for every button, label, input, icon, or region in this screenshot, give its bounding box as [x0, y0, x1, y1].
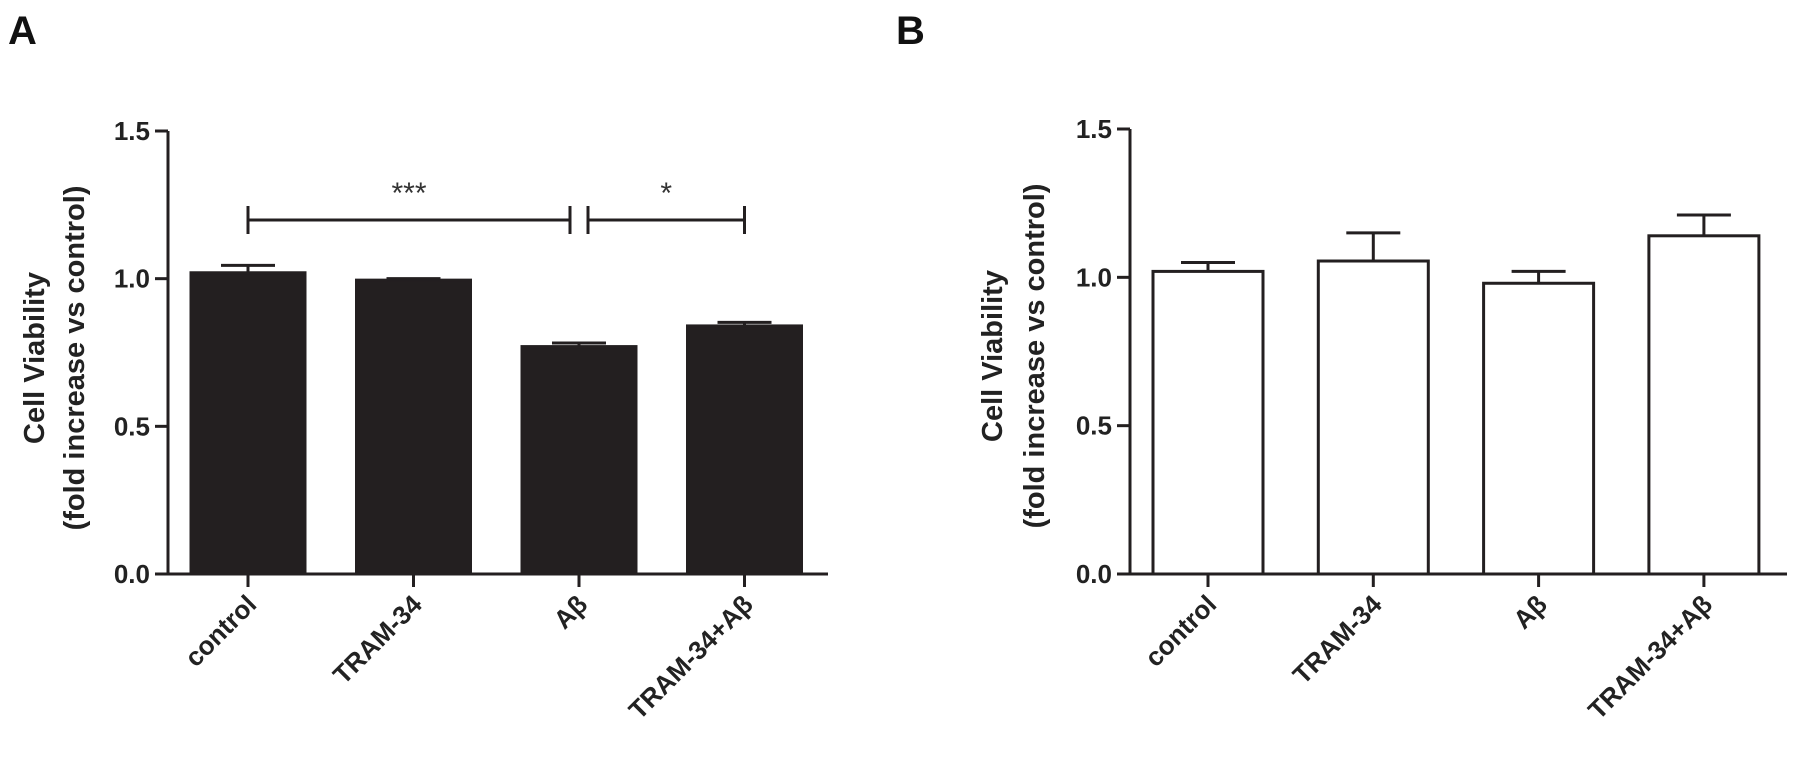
- panel-a-bar-3: [686, 324, 803, 576]
- panel-b-ylabel-line1: Cell Viability: [977, 270, 1009, 442]
- panel-b-bar-2: [1482, 281, 1596, 576]
- panel-b-category-label-0: control: [1139, 589, 1223, 673]
- panel-a-category-label-0: control: [179, 589, 263, 673]
- panel-a-sig-label-0: ***: [391, 177, 426, 210]
- panel-b-bar-0: [1151, 269, 1265, 576]
- panel-b-category-label-2: Aβ: [1507, 589, 1553, 635]
- panel-b-ytick-label-1: 0.5: [1076, 411, 1112, 441]
- panel-a-ytick-label-1: 0.5: [114, 411, 150, 441]
- panel-a-bar-0: [189, 271, 307, 576]
- panel-b: B Cell Viability (fold increase vs contr…: [896, 9, 1787, 725]
- panel-a-category-label-2: Aβ: [548, 589, 594, 635]
- panel-a-category-label-1: TRAM-34: [327, 589, 428, 690]
- panel-b-ytick-label-0: 0.0: [1076, 559, 1112, 589]
- panel-a-ytick-label-2: 1.0: [114, 264, 150, 294]
- panel-a-sig-label-1: *: [660, 177, 672, 210]
- panel-a-ylabel-line2: (fold increase vs control): [59, 186, 91, 531]
- panel-b-ytick-label-3: 1.5: [1076, 114, 1112, 144]
- panel-a-ylabel-line1: Cell Viability: [19, 272, 51, 444]
- panel-a-bar-2: [520, 345, 638, 576]
- panel-a: A Cell Viability (fold increase vs contr…: [8, 9, 828, 725]
- panel-b-category-label-1: TRAM-34: [1287, 589, 1388, 690]
- panel-b-letter: B: [896, 9, 925, 53]
- panel-b-bar-3: [1647, 234, 1761, 576]
- panel-a-bar-1: [355, 278, 472, 576]
- panel-a-letter: A: [8, 9, 37, 53]
- panel-b-ytick-label-2: 1.0: [1076, 262, 1112, 292]
- panel-a-ytick-label-0: 0.0: [114, 559, 150, 589]
- panel-a-ytick-label-3: 1.5: [114, 116, 150, 146]
- panel-a-category-label-3: TRAM-34+Aβ: [623, 589, 759, 725]
- panel-b-ylabel-line2: (fold increase vs control): [1019, 184, 1051, 529]
- panel-b-category-label-3: TRAM-34+Aβ: [1582, 589, 1718, 725]
- panel-b-bar-1: [1316, 259, 1430, 576]
